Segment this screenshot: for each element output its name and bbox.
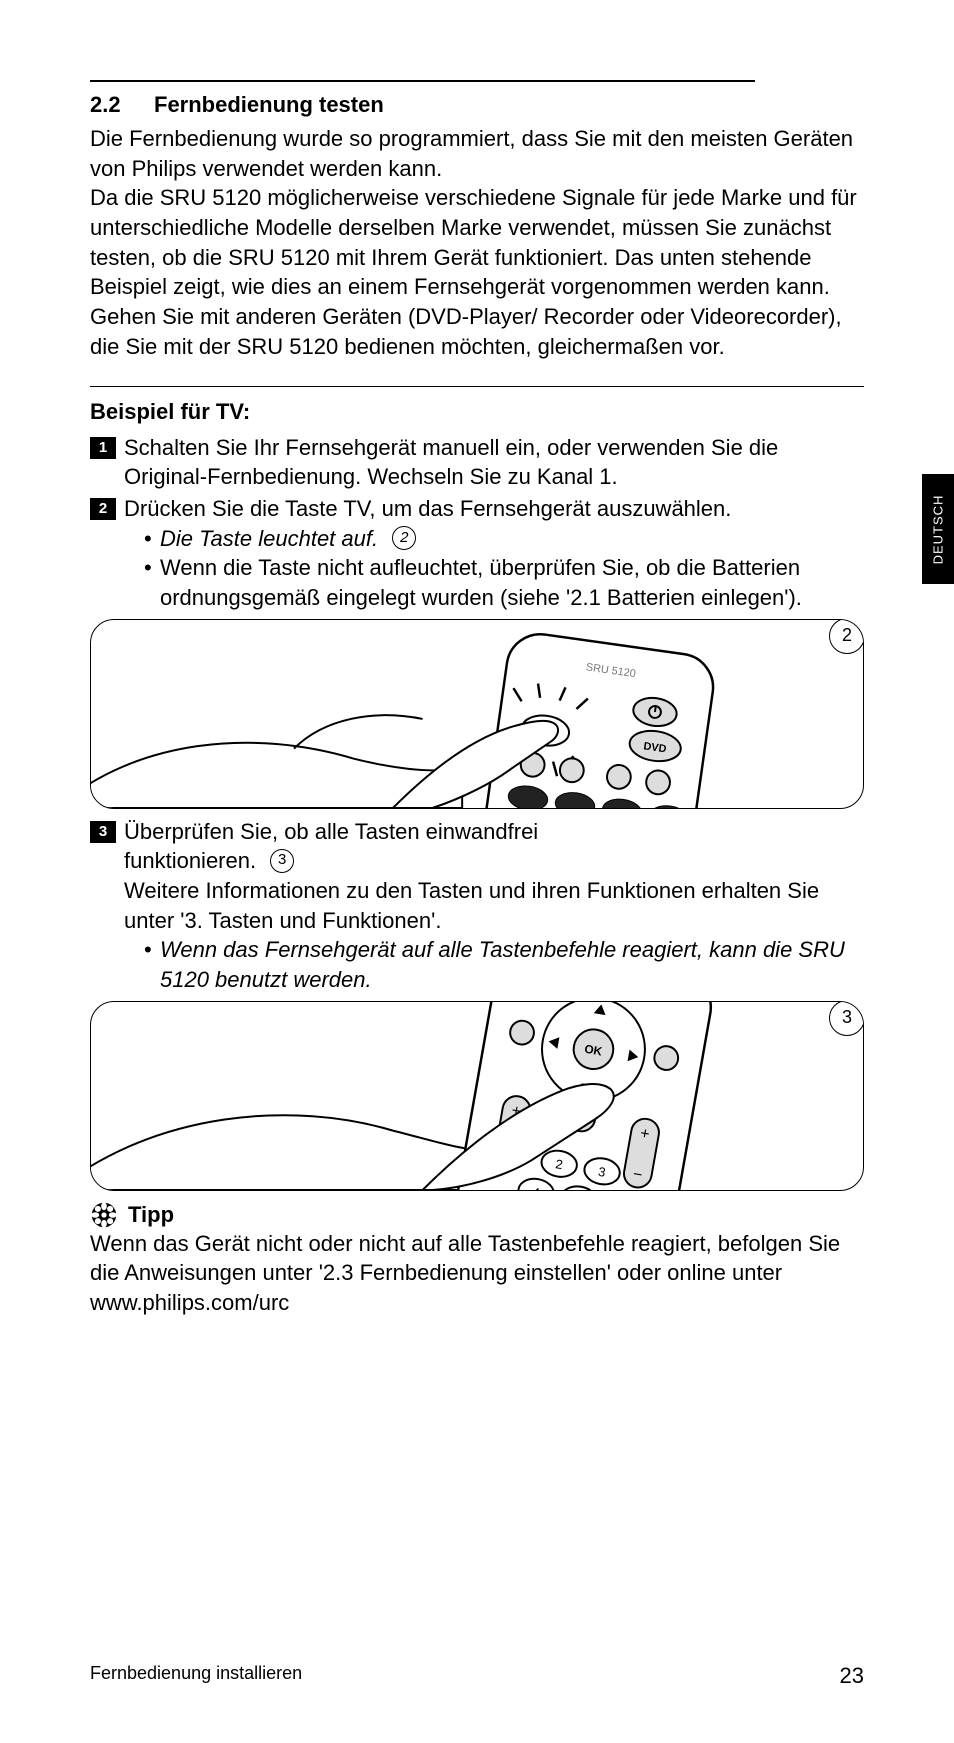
- page-number: 23: [840, 1663, 864, 1689]
- bullet-dot: •: [144, 935, 160, 994]
- step-3-bullet-1: Wenn das Fernsehgerät auf alle Tastenbef…: [160, 935, 864, 994]
- figure-2-illustration: SRU 5120 TV DVD: [91, 620, 863, 808]
- language-tab-label: DEUTSCH: [931, 494, 946, 564]
- top-rule: [90, 80, 755, 82]
- footer-left: Fernbedienung installieren: [90, 1663, 302, 1689]
- step-1: 1 Schalten Sie Ihr Fernsehgerät manuell …: [90, 433, 864, 492]
- step-number: 3: [90, 821, 116, 843]
- step-3-after: Weitere Informationen zu den Tasten und …: [124, 876, 864, 935]
- step-number-box: 1: [90, 433, 124, 492]
- figure-3: 3 OK + −: [90, 1001, 864, 1191]
- section-number: 2.2: [90, 92, 154, 118]
- figure-3-label: 3: [829, 1001, 864, 1036]
- figure-3-illustration: OK + − + − 2 3 4 5: [91, 1002, 863, 1190]
- step-number: 2: [90, 498, 116, 520]
- step-3-line1: Überprüfen Sie, ob alle Tasten einwandfr…: [124, 817, 864, 847]
- language-tab: DEUTSCH: [922, 474, 954, 584]
- section-heading: 2.2Fernbedienung testen: [90, 92, 864, 118]
- step-number-box: 3: [90, 817, 124, 995]
- bullet-dot: •: [144, 553, 160, 612]
- tip-text: Wenn das Gerät nicht oder nicht auf alle…: [90, 1229, 864, 1318]
- mid-rule: [90, 386, 864, 387]
- step-1-text: Schalten Sie Ihr Fernsehgerät manuell ei…: [124, 433, 864, 492]
- section-paragraph-2: Da die SRU 5120 möglicherweise verschied…: [90, 183, 864, 361]
- step-2: 2 Drücken Sie die Taste TV, um das Ferns…: [90, 494, 864, 613]
- example-heading: Beispiel für TV:: [90, 399, 864, 425]
- figure-ref-2-inline: 2: [392, 526, 416, 550]
- step-2-bullet-2: Wenn die Taste nicht aufleuchtet, überpr…: [160, 553, 864, 612]
- figure-2-label: 2: [829, 619, 864, 654]
- step-2-text: Drücken Sie die Taste TV, um das Fernseh…: [124, 494, 864, 524]
- step-2-bullet-1: Die Taste leuchtet auf. 2: [160, 524, 864, 554]
- footer: Fernbedienung installieren 23: [90, 1663, 864, 1689]
- tip-label: Tipp: [128, 1202, 174, 1228]
- section-title-text: Fernbedienung testen: [154, 92, 384, 117]
- section-paragraph-1: Die Fernbedienung wurde so programmiert,…: [90, 124, 864, 183]
- tip-row: Tipp: [90, 1201, 864, 1229]
- step-number: 1: [90, 437, 116, 459]
- step-3-line2: funktionieren. 3: [124, 846, 864, 876]
- bullet-dot: •: [144, 524, 160, 554]
- tip-icon: [90, 1201, 118, 1229]
- figure-ref-3-inline: 3: [270, 849, 294, 873]
- figure-2: 2 SRU 5120 TV DVD: [90, 619, 864, 809]
- step-3: 3 Überprüfen Sie, ob alle Tasten einwand…: [90, 817, 864, 995]
- step-number-box: 2: [90, 494, 124, 613]
